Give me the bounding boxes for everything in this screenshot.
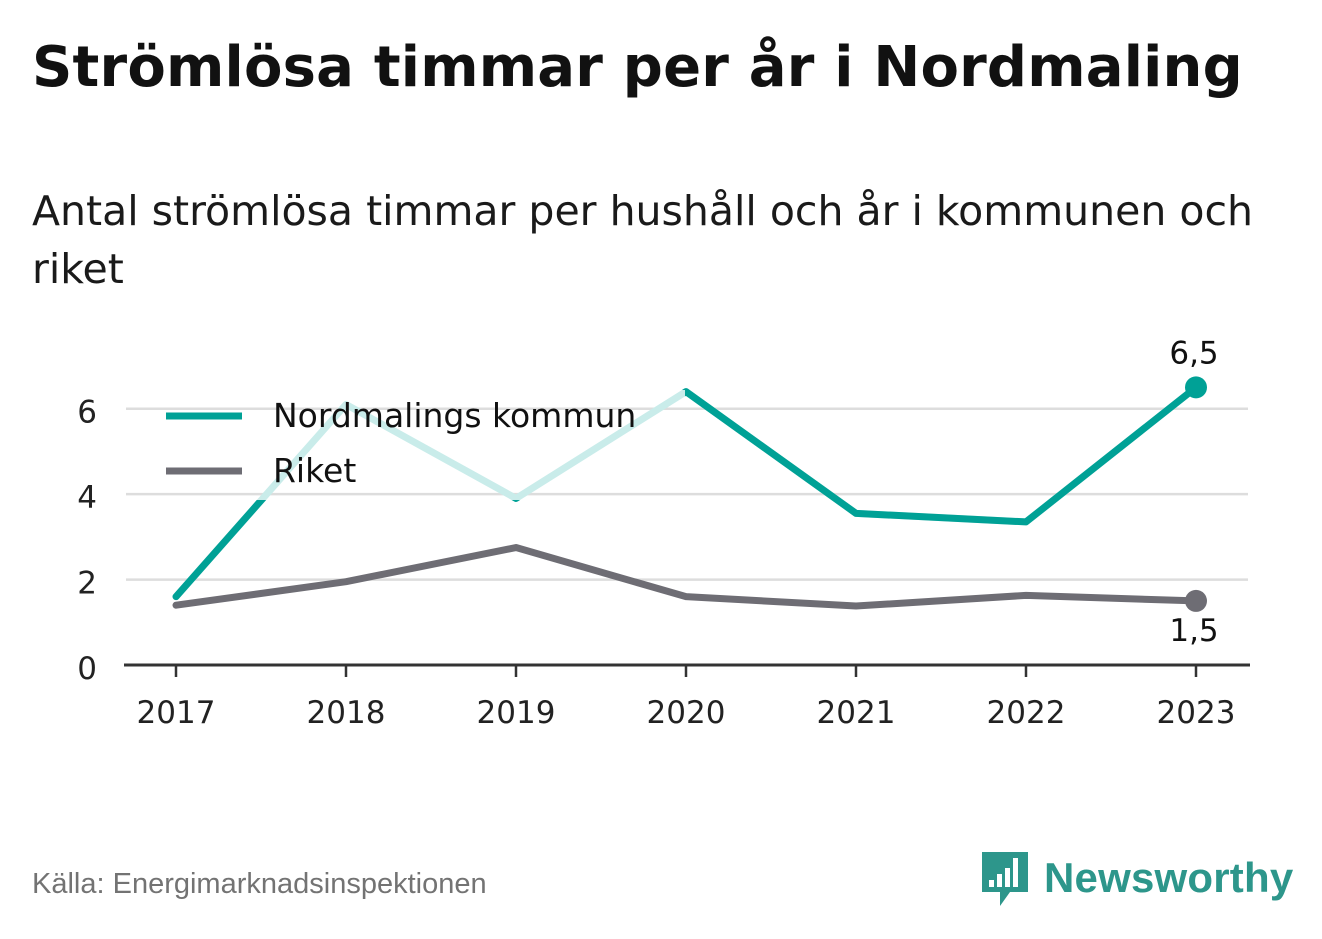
x-tick-label: 2017 [137, 695, 216, 731]
x-tick-label: 2022 [987, 695, 1066, 731]
y-tick-label: 2 [77, 566, 97, 602]
x-tick-label: 2020 [647, 695, 726, 731]
x-tick-label: 2023 [1157, 695, 1236, 731]
newsworthy-logo-icon [982, 852, 1028, 906]
source-note: Källa: Energimarknadsinspektionen [32, 868, 487, 900]
chart-title: Strömlösa timmar per år i Nordmaling [32, 35, 1243, 100]
legend-label-kommun: Nordmalings kommun [273, 396, 636, 435]
y-tick-label: 0 [77, 651, 97, 687]
x-tick-label: 2021 [817, 695, 896, 731]
newsworthy-logo-text: Newsworthy [1044, 854, 1294, 901]
end-label-kommun: 6,5 [1169, 335, 1218, 371]
line-chart: 0 2 4 6 2017 2018 2019 2020 2021 2022 2023 6,5 1,5 No… [77, 335, 1250, 731]
legend-label-riket: Riket [273, 451, 356, 490]
end-point-kommun [1185, 376, 1207, 399]
y-tick-label: 4 [77, 480, 97, 516]
series-line-riket [172, 544, 1200, 610]
x-tick-label: 2019 [477, 695, 556, 731]
y-tick-label: 6 [77, 395, 97, 431]
chart-subtitle: Antal strömlösa timmar per hushåll och å… [32, 187, 1253, 293]
end-point-riket [1185, 589, 1207, 612]
x-tick-label: 2018 [307, 695, 386, 731]
newsworthy-logo: Newsworthy [980, 848, 1293, 908]
end-label-riket: 1,5 [1169, 613, 1218, 649]
